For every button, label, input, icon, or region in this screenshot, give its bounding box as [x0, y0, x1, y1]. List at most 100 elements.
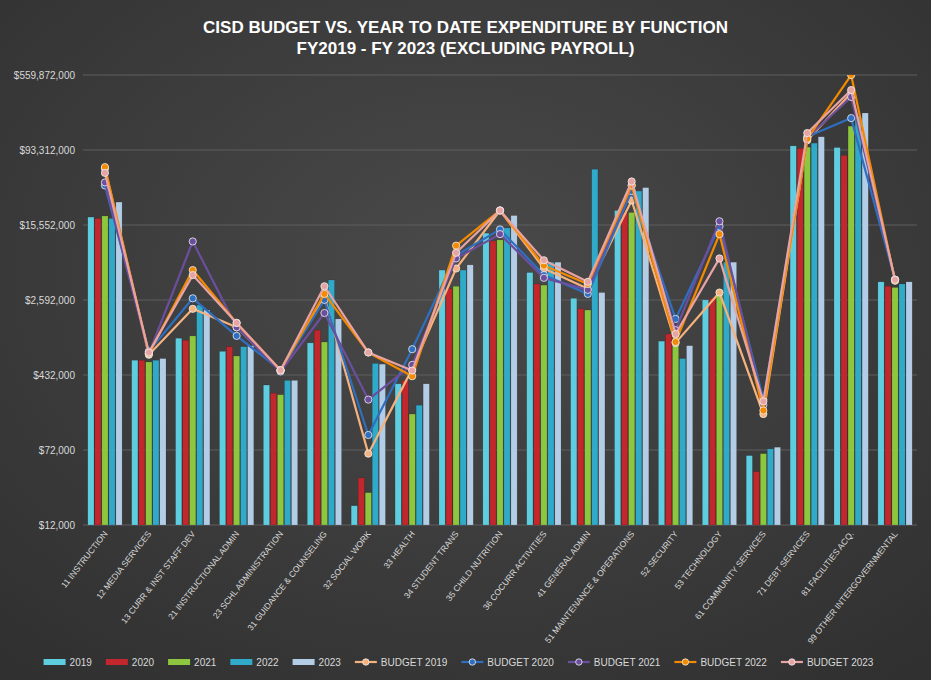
legend-swatch — [44, 659, 66, 665]
chart: CISD BUDGET VS. YEAR TO DATE EXPENDITURE… — [0, 0, 931, 680]
line-marker — [321, 283, 328, 290]
bar — [585, 310, 591, 525]
bar — [446, 289, 452, 525]
bar — [702, 300, 708, 525]
bar — [497, 240, 503, 525]
bar — [284, 380, 290, 525]
legend-label: 2022 — [256, 657, 279, 668]
line-marker — [891, 276, 898, 283]
x-tick-label: 61 COMMUNITY SERVICES — [693, 529, 768, 622]
legend-marker — [682, 659, 688, 665]
legend-item: 2019 — [44, 657, 93, 668]
bar — [416, 405, 422, 525]
bar — [555, 262, 561, 525]
line-marker — [848, 75, 855, 79]
legend-label: BUDGET 2023 — [807, 657, 874, 668]
line-marker — [716, 231, 723, 238]
bar — [321, 342, 327, 525]
bar — [848, 126, 854, 525]
bar — [797, 148, 803, 525]
bar — [102, 216, 108, 525]
bar — [818, 137, 824, 525]
x-tick-label: 32 SOCIAL WORK — [321, 529, 373, 592]
line-marker — [101, 169, 108, 176]
y-tick-label: $93,312,000 — [19, 145, 75, 156]
bar — [658, 341, 664, 525]
line-marker — [672, 339, 679, 346]
legend-item: BUDGET 2021 — [568, 657, 661, 668]
line-marker — [189, 238, 196, 245]
line-marker — [540, 257, 547, 264]
bar — [402, 380, 408, 525]
bar — [183, 340, 189, 525]
bar — [679, 359, 685, 525]
bar — [204, 310, 210, 525]
line-marker — [584, 278, 591, 285]
y-tick-label: $72,000 — [39, 445, 76, 456]
line-marker — [365, 349, 372, 356]
subtitle: FY2019 - FY 2023 (EXCLUDING PAYROLL) — [297, 39, 635, 58]
legend-label: 2020 — [132, 657, 155, 668]
budget-line — [105, 97, 895, 405]
bar — [291, 380, 297, 525]
grid-line — [83, 75, 917, 76]
line-marker — [540, 274, 547, 281]
legend-item: 2021 — [168, 657, 217, 668]
bar — [176, 338, 182, 525]
line-marker — [277, 367, 284, 374]
bar — [855, 116, 861, 525]
bar — [599, 293, 605, 525]
line-marker — [891, 276, 898, 283]
line-marker — [848, 86, 855, 93]
bar — [467, 265, 473, 525]
legend-item: BUDGET 2020 — [461, 657, 554, 668]
y-tick-label: $12,000 — [39, 520, 76, 531]
legend-item: 2020 — [106, 657, 155, 668]
line-marker — [189, 305, 196, 312]
bar — [687, 346, 693, 525]
x-tick-label: 36 COCURR ACTIVITIES — [481, 529, 549, 612]
line-marker — [277, 367, 284, 374]
bar — [622, 212, 628, 525]
legend-label: BUDGET 2021 — [594, 657, 661, 668]
bar — [885, 286, 891, 525]
line-marker — [716, 289, 723, 296]
bar — [811, 143, 817, 525]
line-marker — [496, 231, 503, 238]
bar — [409, 414, 415, 525]
line-marker — [365, 431, 372, 438]
bar — [190, 336, 196, 525]
bar — [88, 217, 94, 525]
bar — [527, 272, 533, 525]
legend: 20192020202120222023BUDGET 2019BUDGET 20… — [44, 657, 874, 668]
line-marker — [145, 349, 152, 356]
bar — [511, 216, 517, 525]
bar — [746, 456, 752, 525]
bar — [906, 282, 912, 525]
bar — [460, 270, 466, 525]
bar — [132, 360, 138, 525]
bar — [629, 212, 635, 525]
bar — [365, 493, 371, 525]
line-marker — [453, 242, 460, 249]
bar — [534, 284, 540, 525]
bar — [892, 287, 898, 525]
x-tick-label: 13 CURR & INST STAFF DEV — [119, 529, 198, 626]
line-marker — [409, 346, 416, 353]
bar — [263, 385, 269, 525]
bar — [490, 241, 496, 525]
line-marker — [496, 207, 503, 214]
line-marker — [233, 319, 240, 326]
line-marker — [628, 178, 635, 185]
line-marker — [409, 367, 416, 374]
bar — [197, 305, 203, 525]
legend-label: BUDGET 2022 — [700, 657, 767, 668]
plot-data — [88, 75, 912, 525]
bar — [395, 384, 401, 525]
line-marker — [365, 396, 372, 403]
bar — [423, 384, 429, 525]
background — [0, 0, 931, 680]
bar — [234, 356, 240, 525]
line-marker — [672, 338, 679, 345]
bar — [592, 169, 598, 525]
